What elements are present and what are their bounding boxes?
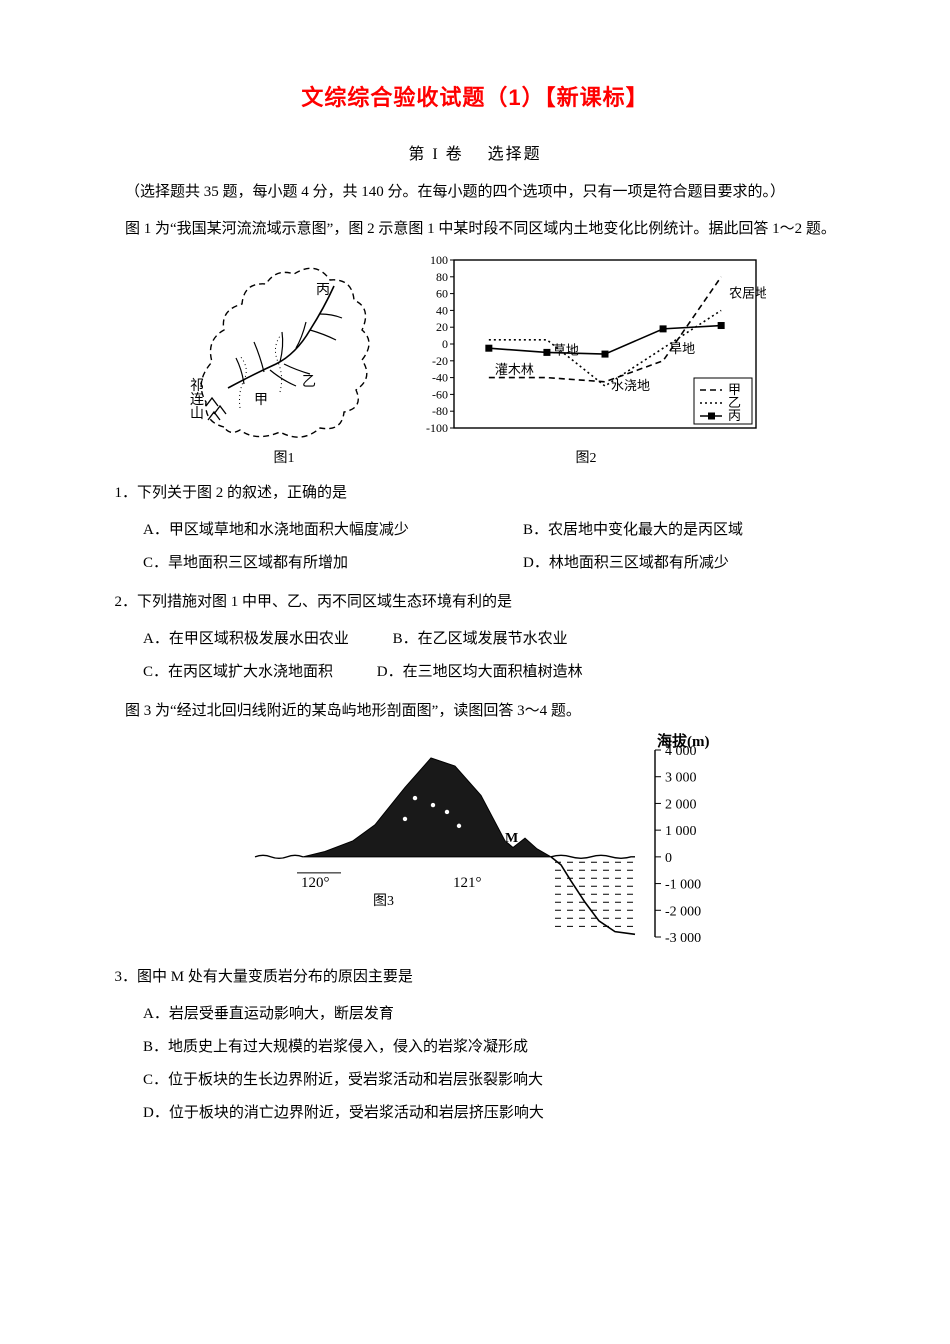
svg-text:旱地: 旱地 [669, 341, 695, 356]
svg-text:-3 000: -3 000 [665, 931, 701, 946]
figure-2-caption: 图2 [406, 447, 766, 467]
section-subtitle: 第 I 卷 选择题 [95, 140, 855, 164]
svg-text:121°: 121° [453, 875, 482, 891]
figure-2: -100 -80 -60 -40 -20 0 20 40 60 80 100 灌木林 草地水浇地 旱地 农居… [406, 252, 766, 467]
svg-text:120°: 120° [301, 875, 330, 891]
q1-opt-d: D．林地面积三区域都有所减少 [523, 547, 903, 580]
svg-text:20: 20 [436, 320, 448, 334]
svg-text:0: 0 [442, 337, 448, 351]
q1-stem: 1．下列关于图 2 的叙述，正确的是 [95, 477, 855, 510]
svg-text:草地: 草地 [553, 343, 579, 358]
svg-text:-1 000: -1 000 [665, 878, 701, 893]
svg-text:-60: -60 [432, 387, 448, 401]
svg-text:80: 80 [436, 270, 448, 284]
q1-opt-a: A．甲区域草地和水浇地面积大幅度减少 [95, 514, 523, 547]
svg-text:M: M [505, 831, 518, 846]
svg-text:60: 60 [436, 287, 448, 301]
figure-1-caption: 图1 [184, 447, 384, 467]
q3-opt-b: B．地质史上有过大规模的岩浆侵入，侵入的岩浆冷凝形成 [95, 1031, 528, 1064]
svg-text:连: 连 [190, 392, 204, 408]
svg-text:-2 000: -2 000 [665, 904, 701, 919]
svg-text:40: 40 [436, 303, 448, 317]
subtitle-part1: 第 I 卷 [408, 146, 463, 163]
svg-text:海拔(m): 海拔(m) [657, 732, 710, 750]
svg-text:100: 100 [430, 253, 448, 267]
q1-opt-c: C．旱地面积三区域都有所增加 [95, 547, 523, 580]
svg-text:灌木林: 灌木林 [495, 362, 534, 377]
q1-opt-b: B．农居地中变化最大的是丙区域 [523, 514, 903, 547]
fig1-label-qilian: 祁 [190, 378, 204, 394]
figure-1: 祁 连 山 甲 乙 丙 图1 [184, 252, 384, 467]
intro-line-2: 图 1 为“我国某河流流域示意图”，图 2 示意图 1 中某时段不同区域内土地变… [95, 213, 855, 246]
q3-stem: 3．图中 M 处有大量变质岩分布的原因主要是 [95, 961, 855, 994]
svg-text:-100: -100 [426, 421, 448, 435]
svg-text:-80: -80 [432, 404, 448, 418]
q2-opt-a: A．在甲区域积极发展水田农业 [143, 631, 349, 647]
svg-text:0: 0 [665, 851, 672, 866]
svg-text:1 000: 1 000 [665, 824, 697, 839]
fig1-label-yi: 乙 [302, 374, 316, 390]
fig1-label-bing: 丙 [316, 283, 330, 298]
subtitle-part2: 选择题 [488, 146, 542, 163]
q2-opt-c: C．在丙区域扩大水浇地面积 [143, 664, 333, 680]
svg-text:3 000: 3 000 [665, 771, 697, 786]
svg-text:山: 山 [190, 406, 204, 422]
q3-opt-a: A．岩层受垂直运动影响大，断层发育 [95, 998, 394, 1031]
q3-opt-d: D．位于板块的消亡边界附近，受岩浆活动和岩层挤压影响大 [95, 1097, 544, 1130]
page-title: 文综综合验收试题（1）【新课标】 [95, 80, 855, 112]
q3-opt-c: C．位于板块的生长边界附近，受岩浆活动和岩层张裂影响大 [95, 1064, 543, 1097]
svg-text:农居地: 农居地 [729, 286, 766, 301]
svg-text:-40: -40 [432, 371, 448, 385]
intro-line-3: 图 3 为“经过北回归线附近的某岛屿地形剖面图”，读图回答 3～4 题。 [95, 695, 855, 728]
svg-text:丙: 丙 [728, 408, 741, 423]
q2-stem: 2．下列措施对图 1 中甲、乙、丙不同区域生态环境有利的是 [95, 586, 855, 619]
svg-text:图3: 图3 [373, 894, 394, 909]
q2-opt-b: B．在乙区域发展节水农业 [393, 631, 568, 647]
svg-text:-20: -20 [432, 354, 448, 368]
figure-3: 4 0003 0002 0001 0000-1 000-2 000-3 000海… [95, 732, 855, 947]
svg-text:水浇地: 水浇地 [611, 378, 650, 393]
intro-line-1: （选择题共 35 题，每小题 4 分，共 140 分。在每小题的四个选项中，只有… [95, 176, 855, 209]
fig1-label-jia: 甲 [254, 393, 268, 408]
q2-opt-d: D．在三地区均大面积植树造林 [377, 664, 583, 680]
figure-row-1-2: 祁 连 山 甲 乙 丙 图1 -100 -80 -60 -40 -20 0 20 40 60 80… [95, 252, 855, 467]
svg-text:2 000: 2 000 [665, 797, 697, 812]
